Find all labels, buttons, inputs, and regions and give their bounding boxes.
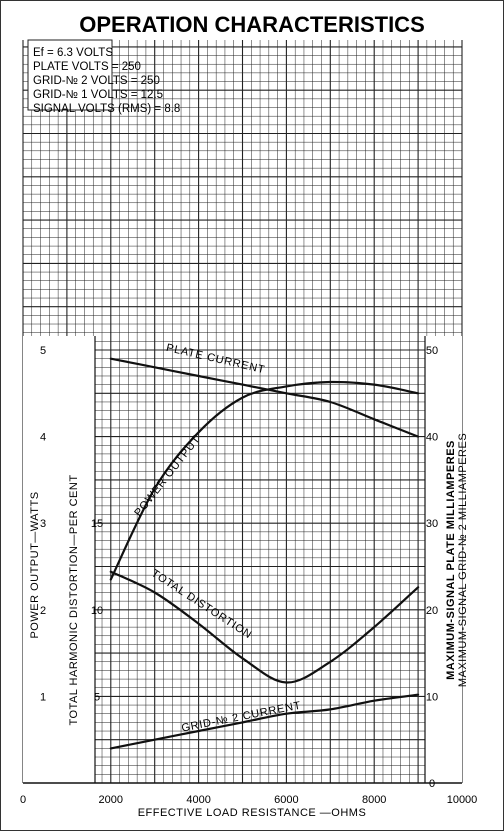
y-tick-label-distortion: 5 <box>94 691 100 703</box>
x-tick-labels: 0 2000 4000 6000 8000 10000 <box>20 794 477 806</box>
curve-power-output <box>109 380 420 581</box>
y-tick-label-current: 30 <box>426 518 438 530</box>
data-curves <box>109 357 420 750</box>
condition-grid1-volts: GRID-№ 1 VOLTS = 12.5 <box>33 89 163 101</box>
y-tick-label-power: 3 <box>40 518 46 530</box>
y-tick-label-power: 2 <box>40 605 46 617</box>
y-tick-label-distortion: 15 <box>91 518 103 530</box>
y-axis-label-plate-ma: MAXIMUM-SIGNAL PLATE MILLIAMPERES <box>445 440 457 680</box>
chart-grid <box>22 40 463 795</box>
curve-grid-2-current <box>109 693 420 750</box>
condition-heater: Ef = 6.3 VOLTS <box>33 47 113 59</box>
y-tick-label-current: 20 <box>426 605 438 617</box>
curve-total-distortion <box>109 570 420 684</box>
y-axis-label-power: POWER OUTPUT—WATTS <box>29 491 41 638</box>
y-tick-label-power: 1 <box>40 691 46 703</box>
y-tick-label-power: 5 <box>40 345 46 357</box>
bottom-axis-panel <box>23 783 462 795</box>
chart-title: OPERATION CHARACTERISTICS <box>79 12 425 37</box>
condition-plate-volts: PLATE VOLTS = 250 <box>33 61 141 73</box>
x-tick-label: 2000 <box>99 794 123 806</box>
x-tick-label: 0 <box>20 794 26 806</box>
left-axis-panel <box>23 336 95 783</box>
condition-grid2-volts: GRID-№ 2 VOLTS = 250 <box>33 75 160 87</box>
y-axis-label-distortion: TOTAL HARMONIC DISTORTION—PER CENT <box>68 474 80 725</box>
y-tick-label-power: 4 <box>40 432 46 444</box>
y-tick-label-current: 0 <box>429 778 435 790</box>
x-tick-label: 10000 <box>447 794 478 806</box>
conditions-box <box>27 39 113 111</box>
y-tick-label-distortion: 10 <box>91 605 103 617</box>
x-axis-label: EFFECTIVE LOAD RESISTANCE —OHMS <box>138 807 367 819</box>
y-tick-label-current: 10 <box>426 691 438 703</box>
condition-signal-volts: SIGNAL VOLTS (RMS) = 8.8 <box>33 103 180 115</box>
y-tick-label-current: 50 <box>426 345 438 357</box>
x-tick-label: 4000 <box>186 794 210 806</box>
y-tick-labels: 1 2 3 4 5 5 10 15 0 10 20 30 40 50 <box>40 345 438 790</box>
curve-plate-current <box>109 357 420 438</box>
y-tick-label-current: 40 <box>426 432 438 444</box>
x-tick-label: 6000 <box>274 794 298 806</box>
y-axis-label-grid2-ma: MAXIMUM-SIGNAL GRID-№ 2 MILLIAMPERES <box>457 433 469 687</box>
right-axis-panel <box>425 336 462 783</box>
x-tick-label: 8000 <box>362 794 386 806</box>
